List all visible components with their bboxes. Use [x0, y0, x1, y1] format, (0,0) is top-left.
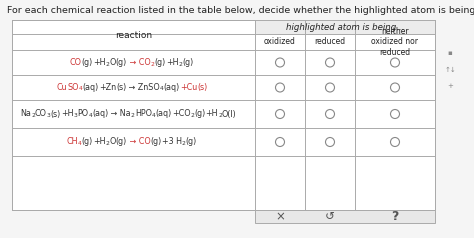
Text: ↺: ↺ — [325, 210, 335, 223]
Text: (g): (g) — [82, 138, 93, 147]
Text: 3: 3 — [47, 113, 51, 118]
Text: ▪: ▪ — [447, 50, 452, 56]
Text: For each chemical reaction listed in the table below, decide whether the highlig: For each chemical reaction listed in the… — [7, 6, 474, 15]
Text: 2: 2 — [182, 141, 186, 146]
Text: 2: 2 — [151, 61, 155, 66]
Text: reaction: reaction — [115, 30, 152, 40]
Text: (s): (s) — [197, 83, 208, 92]
Text: 2: 2 — [218, 113, 222, 118]
Text: (g): (g) — [116, 58, 127, 67]
Text: → ZnSO: → ZnSO — [127, 83, 160, 92]
Text: (s): (s) — [51, 109, 61, 119]
Text: +H: +H — [166, 58, 178, 67]
Text: oxidized: oxidized — [264, 38, 296, 46]
Text: (aq): (aq) — [92, 109, 109, 119]
Text: (g): (g) — [151, 138, 162, 147]
Text: +Zn: +Zn — [99, 83, 116, 92]
Text: 2: 2 — [191, 113, 194, 118]
Text: 2: 2 — [31, 113, 35, 118]
Text: (g): (g) — [194, 109, 206, 119]
Text: +: + — [447, 83, 453, 89]
Text: (g): (g) — [186, 138, 197, 147]
Text: (g): (g) — [82, 58, 93, 67]
Text: 4: 4 — [152, 113, 155, 118]
Text: SO: SO — [67, 83, 79, 92]
Text: 4: 4 — [79, 86, 83, 91]
Text: CO: CO — [35, 109, 47, 119]
Text: 2: 2 — [178, 61, 182, 66]
Text: ↑↓: ↑↓ — [444, 67, 456, 73]
Text: (g): (g) — [116, 138, 127, 147]
Text: +H: +H — [93, 58, 106, 67]
Bar — [12, 20, 435, 210]
Text: O: O — [109, 138, 116, 147]
Text: neither
oxidized nor
reduced: neither oxidized nor reduced — [372, 27, 419, 57]
Text: CH: CH — [66, 138, 78, 147]
Text: (g): (g) — [155, 58, 166, 67]
Text: 2: 2 — [106, 61, 109, 66]
Text: 4: 4 — [78, 141, 82, 146]
Text: 2: 2 — [105, 141, 109, 146]
Text: 4: 4 — [160, 86, 164, 91]
Text: +Cu: +Cu — [180, 83, 197, 92]
Text: (g): (g) — [182, 58, 193, 67]
Text: (s): (s) — [116, 83, 127, 92]
Text: ?: ? — [392, 210, 399, 223]
Text: highlighted atom is being...: highlighted atom is being... — [286, 23, 404, 31]
Text: 4: 4 — [88, 113, 92, 118]
Bar — [255, 210, 435, 223]
Text: PO: PO — [77, 109, 88, 119]
Text: CO: CO — [70, 58, 82, 67]
Bar — [255, 20, 435, 34]
Text: +3 H: +3 H — [162, 138, 182, 147]
Text: (aq): (aq) — [83, 83, 99, 92]
Text: → CO: → CO — [127, 58, 151, 67]
Text: 2: 2 — [131, 113, 135, 118]
Text: O(l): O(l) — [222, 109, 237, 119]
Text: +H: +H — [93, 138, 105, 147]
Text: ×: × — [275, 210, 285, 223]
Text: HPO: HPO — [135, 109, 152, 119]
Text: +H: +H — [61, 109, 73, 119]
Text: (aq): (aq) — [164, 83, 180, 92]
Text: O: O — [109, 58, 116, 67]
Text: +H: +H — [206, 109, 218, 119]
Text: Na: Na — [20, 109, 31, 119]
Text: → Na: → Na — [109, 109, 131, 119]
Text: (aq): (aq) — [155, 109, 172, 119]
Text: reduced: reduced — [314, 38, 346, 46]
Text: → CO: → CO — [127, 138, 151, 147]
Text: Cu: Cu — [57, 83, 67, 92]
Text: +CO: +CO — [172, 109, 191, 119]
Text: 3: 3 — [73, 113, 77, 118]
